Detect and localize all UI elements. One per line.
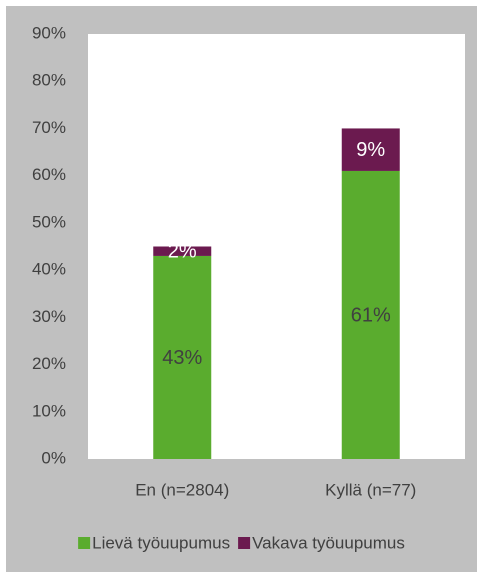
data-label: 2% — [168, 241, 197, 263]
y-tick-label: 20% — [32, 354, 66, 373]
bar-segment — [153, 246, 212, 256]
y-tick-label: 80% — [32, 71, 66, 90]
y-tick-label: 0% — [41, 448, 66, 467]
x-tick-label: En (n=2804) — [135, 480, 229, 499]
legend-swatch — [238, 537, 251, 549]
y-tick-label: 40% — [32, 260, 66, 279]
y-tick-label: 50% — [32, 212, 66, 231]
legend-label: Lievä työuupumus — [92, 533, 230, 552]
data-label: 61% — [351, 304, 391, 326]
x-tick-label: Kyllä (n=77) — [325, 480, 416, 499]
data-label: 43% — [162, 347, 202, 369]
legend-swatch — [78, 537, 91, 549]
legend-label: Vakava työuupumus — [252, 533, 405, 552]
bar-segment — [153, 255, 212, 459]
y-tick-label: 60% — [32, 165, 66, 184]
y-tick-label: 90% — [32, 23, 66, 42]
y-tick-label: 10% — [32, 401, 66, 420]
data-label: 9% — [356, 139, 385, 161]
y-tick-label: 70% — [32, 118, 66, 137]
y-tick-label: 30% — [32, 307, 66, 326]
bar-segment — [341, 128, 400, 171]
bar-segment — [341, 170, 400, 459]
plot-area — [88, 34, 465, 459]
